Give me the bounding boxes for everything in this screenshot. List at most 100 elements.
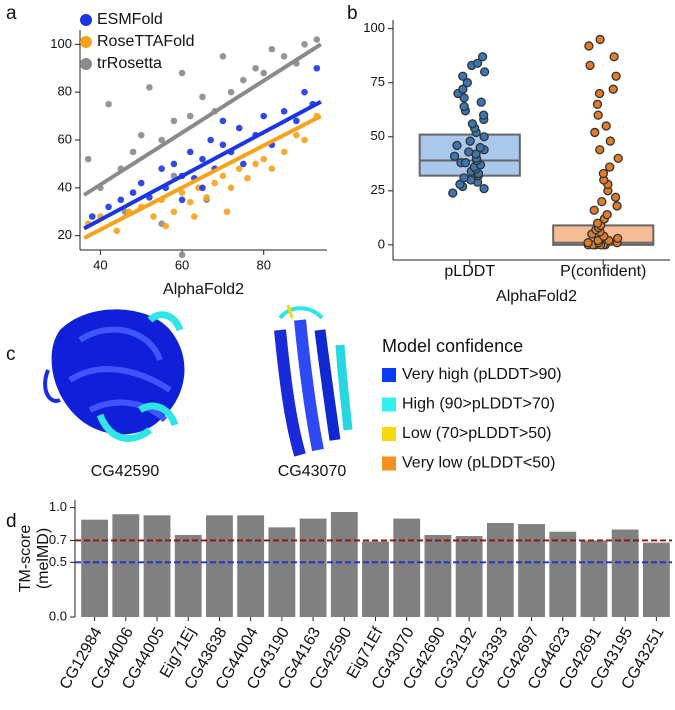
y-axis-label: TM-score xyxy=(17,525,34,593)
legend-label: trRosetta xyxy=(97,55,162,72)
x-tick-label: P(confident) xyxy=(560,263,646,280)
point xyxy=(219,53,227,60)
point xyxy=(105,100,112,108)
y-tick-label: 25 xyxy=(371,182,385,197)
point xyxy=(211,179,219,187)
point xyxy=(178,69,186,77)
x-tick-label: pLDDT xyxy=(444,263,495,280)
point xyxy=(608,84,618,94)
bar xyxy=(611,529,639,617)
x-tick-label: 60 xyxy=(175,257,189,272)
bar xyxy=(393,518,421,617)
point xyxy=(459,173,469,183)
point xyxy=(293,117,300,125)
y-tick-label: 40 xyxy=(58,179,72,194)
point xyxy=(590,127,600,138)
point xyxy=(472,58,483,68)
point xyxy=(583,238,593,248)
bar xyxy=(81,519,109,617)
bar xyxy=(518,524,545,617)
legend-label: Low (70>pLDDT>50) xyxy=(402,425,551,442)
point xyxy=(137,179,145,187)
fit-line xyxy=(83,114,322,240)
legend-title: Model confidence xyxy=(382,336,523,356)
point xyxy=(84,155,92,163)
bar xyxy=(424,534,452,617)
point xyxy=(589,205,599,215)
legend-label: Very high (pLDDT>90) xyxy=(402,366,562,383)
point xyxy=(293,131,300,139)
point xyxy=(598,168,609,179)
bar xyxy=(112,514,140,617)
bar xyxy=(237,515,265,617)
y-tick-label: 60 xyxy=(58,131,72,146)
structure-label: CG42590 xyxy=(91,463,160,480)
point xyxy=(313,64,321,72)
point xyxy=(178,189,186,196)
bar xyxy=(206,515,233,617)
point xyxy=(479,132,489,142)
point xyxy=(459,101,469,112)
protein-structure xyxy=(274,304,353,457)
point xyxy=(240,76,247,84)
point xyxy=(199,155,206,163)
point xyxy=(458,84,468,94)
point xyxy=(301,41,308,48)
point xyxy=(605,136,615,146)
point xyxy=(460,158,471,168)
y-tick-label: 0 xyxy=(378,236,385,251)
point xyxy=(601,121,611,131)
point xyxy=(584,41,594,51)
point xyxy=(476,97,486,107)
legend-label: RoseTTAFold xyxy=(97,33,195,50)
bar xyxy=(642,542,670,617)
point xyxy=(227,88,235,96)
legend-label: Very low (pLDDT<50) xyxy=(402,455,555,472)
point xyxy=(227,184,235,192)
point xyxy=(129,148,137,156)
point xyxy=(465,136,475,146)
point xyxy=(219,117,227,125)
point xyxy=(178,251,186,259)
y-tick-label: 0.7 xyxy=(49,532,67,547)
point xyxy=(170,160,178,168)
point xyxy=(478,110,489,120)
point xyxy=(592,99,603,109)
y-tick-label: 50 xyxy=(371,128,385,143)
point xyxy=(235,124,243,132)
panel-label: a xyxy=(6,3,17,24)
point xyxy=(113,227,121,235)
point xyxy=(260,112,268,120)
point xyxy=(158,165,165,172)
point xyxy=(158,136,165,144)
point xyxy=(162,222,170,230)
point xyxy=(203,194,210,201)
point xyxy=(252,160,259,168)
point xyxy=(260,69,268,77)
legend-label: High (90>pLDDT>70) xyxy=(402,396,555,413)
point xyxy=(223,208,231,216)
point xyxy=(611,71,621,81)
point xyxy=(244,174,251,182)
point xyxy=(199,184,206,192)
point xyxy=(150,213,157,220)
point xyxy=(452,140,462,151)
legend-marker xyxy=(80,14,92,26)
point xyxy=(219,172,227,180)
bar xyxy=(486,522,514,617)
point xyxy=(593,110,603,120)
panel-label: c xyxy=(6,344,16,365)
point xyxy=(129,189,137,196)
y-tick-label: 100 xyxy=(363,20,385,35)
y-tick-label: 100 xyxy=(50,36,72,51)
point xyxy=(475,142,485,153)
point xyxy=(602,209,612,220)
point xyxy=(462,78,472,88)
point xyxy=(595,34,605,45)
legend-swatch xyxy=(382,456,396,471)
point xyxy=(592,218,603,228)
x-tick-label: 40 xyxy=(93,257,107,272)
legend-marker xyxy=(80,36,92,48)
point xyxy=(199,93,206,101)
